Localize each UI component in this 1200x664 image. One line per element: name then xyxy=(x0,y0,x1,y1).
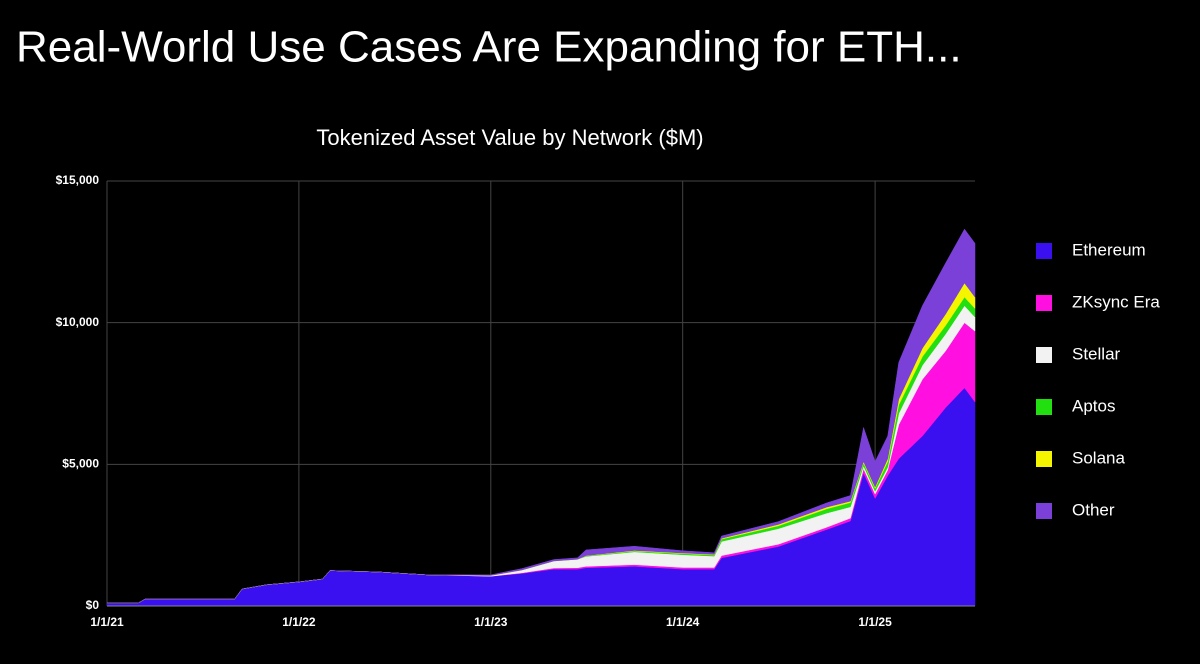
y-tick-label: $0 xyxy=(86,598,100,612)
legend-swatch xyxy=(1036,295,1052,311)
legend: Ethereum ZKsync Era Stellar Aptos Solana Othe… xyxy=(1036,240,1160,519)
legend-label: Ethereum xyxy=(1072,240,1146,259)
y-tick-label: $10,000 xyxy=(56,315,100,329)
x-tick-label: 1/1/23 xyxy=(474,615,508,629)
legend-swatch xyxy=(1036,451,1052,467)
legend-swatch xyxy=(1036,347,1052,363)
axes: $0 $5,000 $10,000 $15,000 1/1/21 1/1/22 1/1/23… xyxy=(56,173,975,629)
y-tick-label: $15,000 xyxy=(56,173,100,187)
x-tick-label: 1/1/21 xyxy=(90,615,124,629)
page-title: Real-World Use Cases Are Expanding for E… xyxy=(16,23,962,72)
legend-label: Aptos xyxy=(1072,396,1115,415)
legend-swatch xyxy=(1036,243,1052,259)
legend-swatch xyxy=(1036,503,1052,519)
area xyxy=(107,228,976,604)
x-tick-label: 1/1/25 xyxy=(858,615,892,629)
legend-swatch xyxy=(1036,399,1052,415)
legend-label: Other xyxy=(1072,500,1115,519)
legend-label: Stellar xyxy=(1072,344,1121,363)
y-tick-label: $5,000 xyxy=(62,457,99,471)
legend-label: ZKsync Era xyxy=(1072,292,1160,311)
legend-label: Solana xyxy=(1072,448,1125,467)
chart-title: Tokenized Asset Value by Network ($M) xyxy=(316,125,703,150)
x-tick-label: 1/1/24 xyxy=(666,615,700,629)
x-tick-label: 1/1/22 xyxy=(282,615,316,629)
